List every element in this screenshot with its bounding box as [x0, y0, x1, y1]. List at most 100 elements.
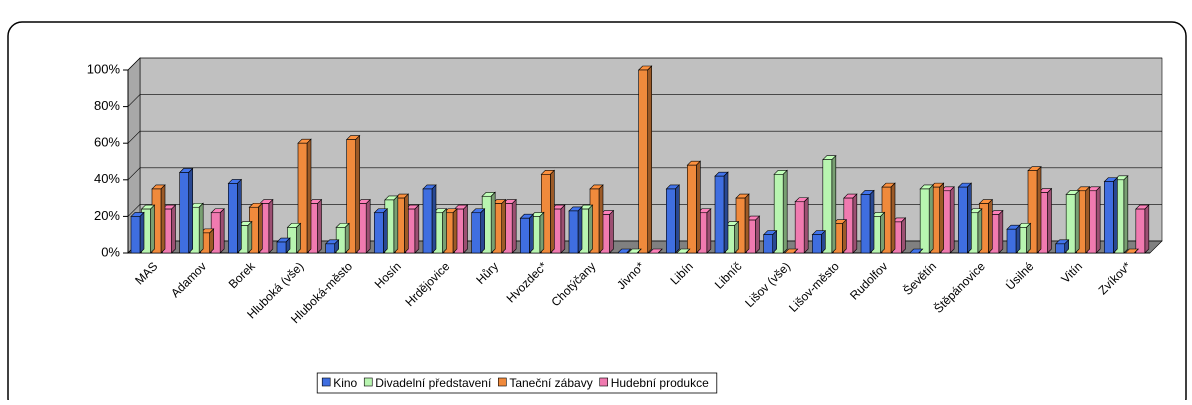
bar-side [550, 169, 555, 254]
bar [1124, 248, 1140, 254]
grid-line [127, 130, 1162, 144]
bar [286, 222, 302, 254]
bar-side [431, 184, 437, 254]
bar-side [442, 208, 447, 254]
bar-front [297, 142, 308, 254]
bar [1086, 186, 1101, 254]
bar [665, 184, 681, 254]
legend-box [316, 372, 718, 394]
bar-side [1026, 222, 1031, 254]
grid-line [127, 57, 1162, 71]
bar [957, 182, 973, 254]
bar-side [344, 222, 350, 254]
bar [908, 248, 924, 254]
bar-front [763, 234, 773, 254]
bar-side [967, 182, 972, 254]
bar [356, 198, 371, 254]
bar [1016, 222, 1032, 254]
bar-front [228, 183, 238, 254]
bar-side [501, 198, 506, 254]
bar-side [490, 191, 496, 254]
bar-front [422, 188, 433, 254]
bar-front [794, 201, 805, 254]
bar-side [139, 211, 145, 254]
bar [227, 178, 243, 254]
grid-line [127, 167, 1162, 181]
bar-side [529, 213, 534, 254]
bar-front [1104, 181, 1114, 254]
bar-side [355, 134, 360, 254]
bar-side [1074, 189, 1080, 254]
bar-side [831, 154, 837, 254]
bar-front [520, 217, 530, 254]
bar-side [198, 202, 204, 254]
bar-side [383, 208, 388, 254]
bar-side [647, 65, 652, 254]
bar-front [687, 164, 697, 254]
y-tick-label: 80% [94, 98, 120, 113]
bar [130, 211, 145, 254]
bar-side [706, 208, 712, 254]
bar [248, 202, 264, 254]
legend-swatch [363, 377, 373, 387]
bar-side [880, 211, 885, 254]
bar-side [918, 248, 923, 254]
bar-side [636, 248, 642, 254]
bar-front [374, 212, 384, 254]
bar-front [1027, 170, 1038, 254]
bar [745, 215, 761, 254]
bar-side [949, 186, 955, 254]
bar [297, 138, 312, 254]
bar [989, 209, 1004, 254]
bar-front [822, 159, 833, 254]
bar [811, 229, 827, 254]
bar [151, 184, 166, 254]
bar [540, 169, 556, 254]
bar [335, 222, 350, 254]
bar [324, 239, 340, 254]
bar-front [666, 188, 676, 254]
bar-side [1085, 186, 1090, 254]
bar-side [1015, 224, 1021, 254]
bar [432, 208, 448, 254]
legend-swatch [321, 377, 331, 387]
bar [735, 193, 750, 254]
bar [578, 204, 594, 254]
bar [551, 204, 566, 254]
bar [276, 237, 291, 254]
bar-side [890, 182, 896, 254]
bar-side [1144, 204, 1150, 254]
bar [1006, 224, 1021, 254]
bar [1037, 187, 1053, 254]
bar-front [958, 186, 968, 254]
bar [405, 204, 420, 254]
legend-label: Taneční zábavy [509, 376, 592, 390]
bar-side [1095, 186, 1101, 254]
bar [470, 208, 486, 254]
bar [373, 208, 389, 254]
bar-side [150, 204, 155, 254]
bar [1103, 176, 1119, 254]
bar-side [1123, 175, 1129, 254]
bar-side [219, 208, 225, 254]
bar-front [130, 216, 141, 254]
bar-side [734, 220, 739, 254]
bar [929, 182, 945, 254]
legend-swatch [498, 377, 507, 387]
bar-side [657, 248, 663, 254]
bar-side [160, 184, 166, 254]
bar [1075, 186, 1091, 254]
bar-front [773, 174, 784, 254]
bar [589, 184, 604, 254]
bar [783, 248, 799, 254]
bar [422, 184, 437, 254]
bar [676, 248, 691, 254]
bar-side [171, 204, 176, 254]
bar-front [325, 243, 335, 254]
bar-side [1113, 176, 1118, 254]
bar [307, 198, 323, 254]
bar-side [744, 193, 750, 254]
bar-side [609, 209, 614, 254]
bar-side [696, 160, 701, 254]
